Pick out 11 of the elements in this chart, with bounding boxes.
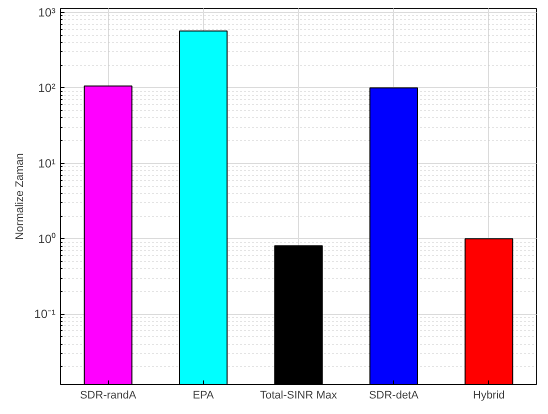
y-tick-label: 10⁻¹ — [34, 307, 56, 322]
x-tick-label: SDR-detA — [368, 390, 420, 402]
x-tick-label: SDR-randA — [80, 390, 137, 402]
y-tick-label: 10³ — [38, 6, 56, 20]
x-tick-label: Total-SINR Max — [260, 390, 338, 402]
x-tick-label: EPA — [192, 390, 215, 402]
y-tick-label: 10⁰ — [38, 232, 56, 246]
x-tick-label: Hybrid — [473, 390, 505, 402]
y-axis-title: Normalize Zaman — [14, 153, 26, 240]
y-tick-label: 10¹ — [38, 156, 56, 170]
y-tick-label: 10² — [38, 80, 56, 95]
